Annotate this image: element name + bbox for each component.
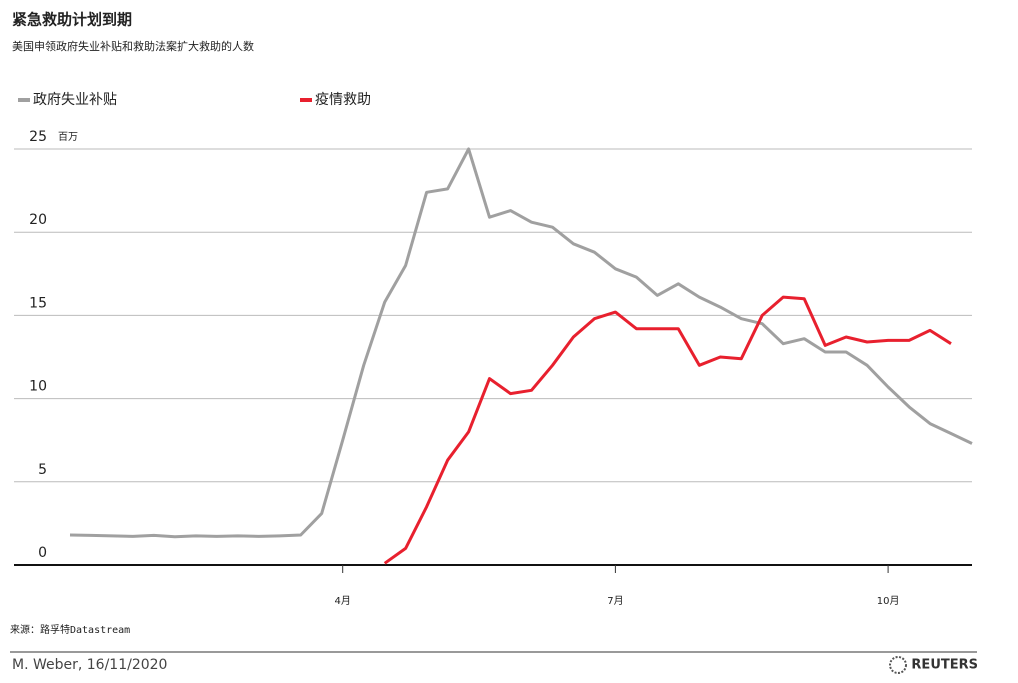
y-unit: 百万 <box>58 131 78 143</box>
source: 来源：路孚特Datastream <box>10 623 130 636</box>
chart-title: 紧急救助计划到期 <box>12 11 132 29</box>
credit: M. Weber, 16/11/2020 <box>12 657 167 673</box>
legend-label: 政府失业补贴 <box>33 92 117 108</box>
x-tick-label: 4月 <box>335 595 351 607</box>
y-tick-label: 25 <box>29 129 47 145</box>
legend-label: 疫情救助 <box>315 92 371 108</box>
series-line <box>69 147 973 539</box>
y-tick-label: 10 <box>29 379 47 395</box>
y-tick-label: 20 <box>29 212 47 228</box>
series-line <box>383 295 952 565</box>
y-tick-label: 0 <box>38 545 47 561</box>
y-tick-label: 5 <box>38 462 47 478</box>
y-tick-label: 15 <box>29 295 47 311</box>
brand-logo <box>889 656 907 674</box>
brand: REUTERS <box>911 658 978 673</box>
x-tick-label: 10月 <box>877 595 900 607</box>
x-tick-label: 7月 <box>607 595 623 607</box>
chart-subtitle: 美国申领政府失业补贴和救助法案扩大救助的人数 <box>12 39 254 53</box>
